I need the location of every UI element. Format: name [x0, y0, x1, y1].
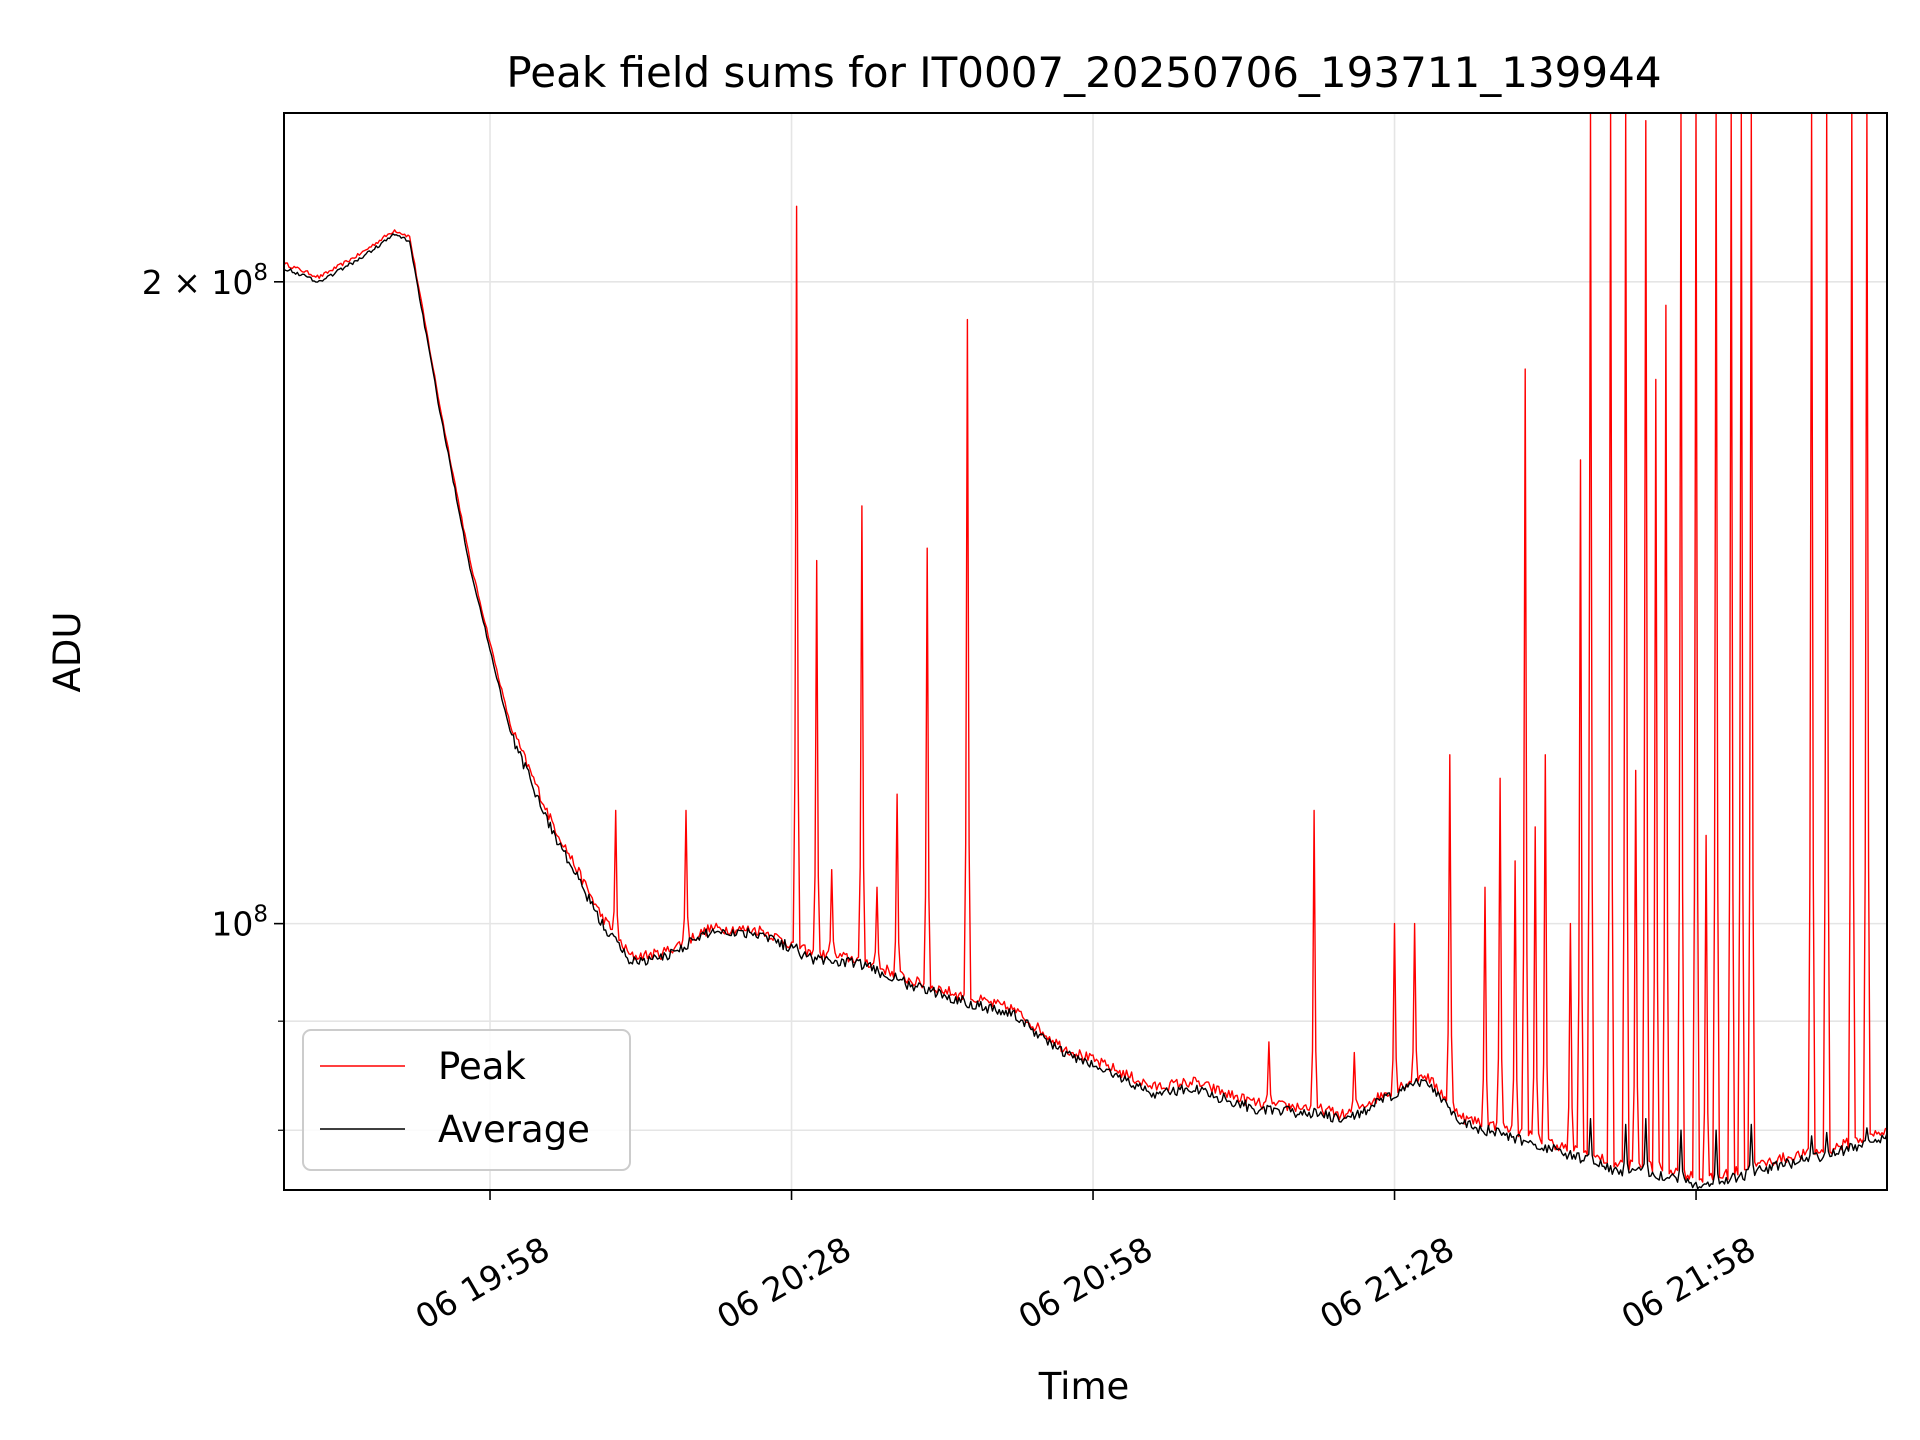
- plot-series: [284, 113, 1887, 1190]
- x-tick-label: 06 21:58: [1615, 1229, 1762, 1337]
- x-tick-label: 06 21:28: [1313, 1229, 1460, 1337]
- legend: Peak Average: [302, 1029, 631, 1171]
- x-axis: 06 19:58 06 20:28 06 20:58 06 21:28 06 21:58: [409, 1190, 1762, 1337]
- chart-title: Peak field sums for IT0007_20250706_1937…: [506, 48, 1661, 97]
- series-line-average: [284, 233, 1887, 1190]
- x-tick-label: 06 20:28: [710, 1229, 857, 1337]
- legend-peak-label: Peak: [438, 1045, 526, 1088]
- plot-frame: [283, 112, 1888, 1191]
- grid: [284, 113, 1887, 1190]
- legend-box: [302, 1029, 631, 1171]
- y-tick-label: 2 × 108: [142, 260, 268, 302]
- y-tick-label: 108: [211, 902, 268, 944]
- y-axis: 2 × 108 108: [142, 260, 284, 1131]
- series-line-peak: [284, 113, 1887, 1183]
- x-tick-label: 06 20:58: [1012, 1229, 1159, 1337]
- x-axis-label: Time: [1038, 1365, 1130, 1408]
- y-axis-label: ADU: [46, 612, 89, 693]
- x-tick-label: 06 19:58: [409, 1229, 556, 1337]
- legend-average-label: Average: [438, 1108, 590, 1151]
